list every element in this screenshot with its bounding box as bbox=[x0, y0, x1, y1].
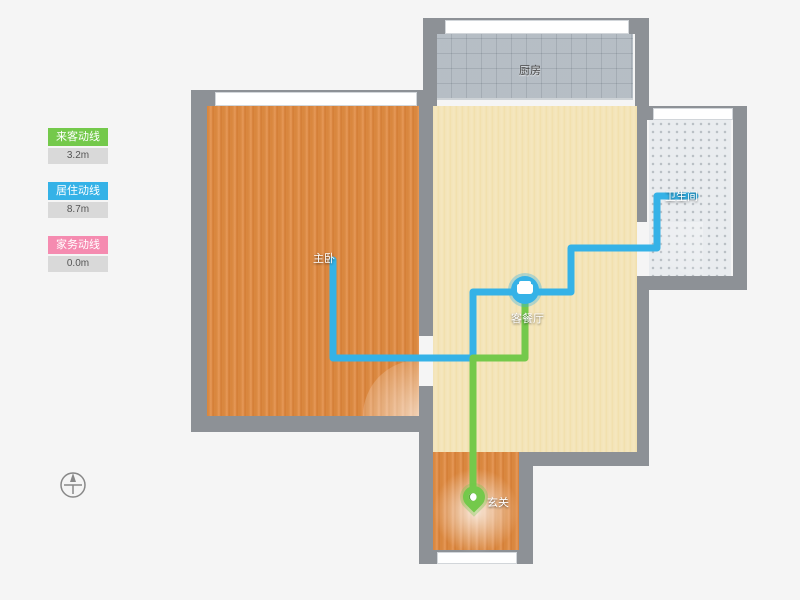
legend-guest-label: 来客动线 bbox=[48, 128, 108, 146]
partition-bed-living-upper bbox=[419, 106, 433, 336]
partition-bath bbox=[637, 120, 647, 222]
bed-icon bbox=[511, 276, 539, 304]
legend-living: 居住动线 8.7m bbox=[48, 182, 108, 218]
window-bedroom-top bbox=[215, 92, 417, 106]
legend-living-label: 居住动线 bbox=[48, 182, 108, 200]
window-bath-top bbox=[653, 108, 733, 120]
compass-icon bbox=[58, 470, 88, 500]
legend-chore-dist: 0.0m bbox=[48, 256, 108, 272]
window-kitchen-top bbox=[445, 20, 629, 34]
legend-guest: 来客动线 3.2m bbox=[48, 128, 108, 164]
legend-guest-dist: 3.2m bbox=[48, 148, 108, 164]
partition-bed-living-lower bbox=[419, 386, 433, 432]
room-living bbox=[433, 106, 637, 452]
room-kitchen bbox=[437, 34, 633, 100]
legend-living-dist: 8.7m bbox=[48, 202, 108, 218]
legend-chore-label: 家务动线 bbox=[48, 236, 108, 254]
entry-light bbox=[433, 468, 519, 554]
legend: 来客动线 3.2m 居住动线 8.7m 家务动线 0.0m bbox=[48, 128, 108, 290]
floor-plan: 主卧 客餐厅 厨房 卫生间 玄关 bbox=[175, 10, 765, 570]
legend-chore: 家务动线 0.0m bbox=[48, 236, 108, 272]
